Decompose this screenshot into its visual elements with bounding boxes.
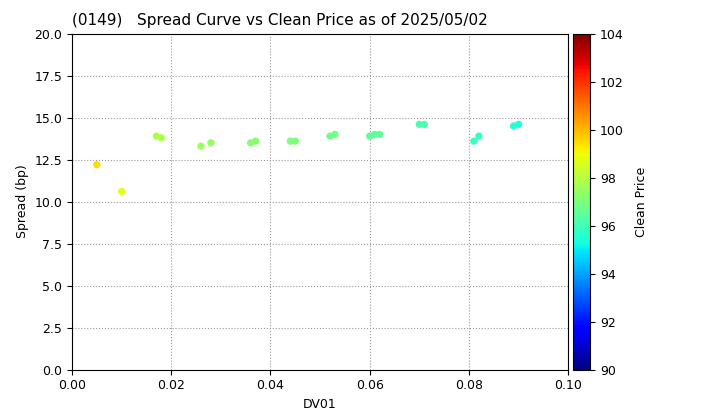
Point [364, 133, 375, 139]
Y-axis label: Clean Price: Clean Price [635, 166, 648, 237]
Text: (0149)   Spread Curve vs Clean Price as of 2025/05/02: (0149) Spread Curve vs Clean Price as of… [72, 13, 487, 28]
Point [374, 131, 385, 138]
Y-axis label: Spread (bp): Spread (bp) [16, 165, 29, 239]
Point [116, 188, 127, 195]
Point [156, 134, 167, 141]
X-axis label: DV01: DV01 [303, 398, 337, 411]
Point [418, 121, 430, 128]
Point [473, 133, 485, 139]
Point [205, 139, 217, 146]
Point [150, 133, 162, 139]
Point [413, 121, 425, 128]
Point [508, 123, 519, 129]
Point [329, 131, 341, 138]
Point [91, 161, 102, 168]
Point [369, 131, 380, 138]
Point [284, 138, 296, 144]
Point [324, 133, 336, 139]
Point [513, 121, 524, 128]
Point [289, 138, 301, 144]
Point [245, 139, 256, 146]
Point [468, 138, 480, 144]
Point [250, 138, 261, 144]
Point [195, 143, 207, 150]
